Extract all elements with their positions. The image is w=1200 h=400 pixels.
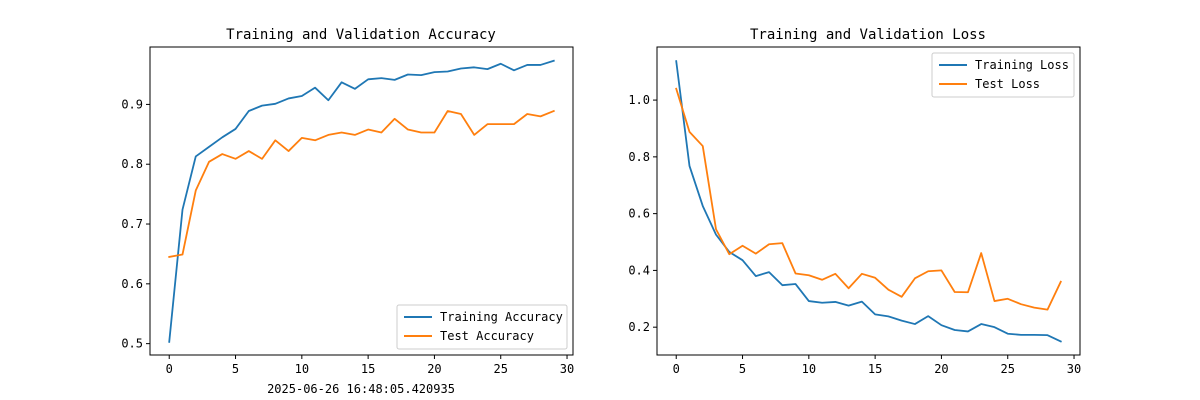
accuracy-xtick-label: 30 xyxy=(560,362,574,376)
accuracy-legend-box xyxy=(396,304,568,350)
accuracy-ytick-label: 0.8 xyxy=(121,157,143,171)
loss-ytick-label: 0.4 xyxy=(628,263,650,277)
accuracy-ytick-label: 0.9 xyxy=(121,97,143,111)
timestamp-footer: 2025-06-26 16:48:05.420935 xyxy=(267,382,455,396)
accuracy-ytick-label: 0.5 xyxy=(121,337,143,351)
loss-xtick-label: 0 xyxy=(673,362,680,376)
loss-xtick-label: 25 xyxy=(1001,362,1015,376)
loss-legend-box xyxy=(931,52,1075,98)
loss-ytick-label: 1.0 xyxy=(628,93,650,107)
loss-ytick-label: 0.2 xyxy=(628,320,650,334)
loss-series-line-test xyxy=(675,87,1062,311)
accuracy-xtick-label: 25 xyxy=(494,362,508,376)
loss-ytick-label: 0.8 xyxy=(628,150,650,164)
accuracy-xtick-label: 0 xyxy=(166,362,173,376)
loss-xtick-label: 5 xyxy=(739,362,746,376)
loss-xtick-label: 20 xyxy=(934,362,948,376)
accuracy-chart-legend: Training Accuracy Test Accuracy xyxy=(396,304,568,350)
accuracy-legend-label-training: Training Accuracy xyxy=(440,310,563,324)
accuracy-xtick-label: 15 xyxy=(361,362,375,376)
accuracy-chart: Training and Validation Accuracy 0 5 10 15 2… xyxy=(121,27,574,376)
accuracy-chart-title: Training and Validation Accuracy xyxy=(226,27,496,43)
loss-chart-frame xyxy=(656,46,1081,356)
loss-chart-marks: 0 5 10 15 20 25 30 0.2 0.4 0.6 0.8 1.0 xyxy=(628,60,1081,376)
loss-legend-label-training: Training Loss xyxy=(975,58,1069,72)
accuracy-ytick-label: 0.7 xyxy=(121,217,143,231)
accuracy-xtick-label: 5 xyxy=(232,362,239,376)
accuracy-series-line-test xyxy=(168,109,555,258)
loss-chart-title: Training and Validation Loss xyxy=(750,27,986,43)
loss-ytick-label: 0.6 xyxy=(628,207,650,221)
accuracy-xtick-label: 10 xyxy=(295,362,309,376)
accuracy-series-line-training xyxy=(168,59,555,343)
accuracy-chart-marks: 0 5 10 15 20 25 30 0.5 0.6 0.7 0.8 0.9 xyxy=(121,59,574,376)
loss-chart: Training and Validation Loss 0 5 10 15 20 25 3… xyxy=(628,27,1081,376)
loss-xtick-label: 30 xyxy=(1067,362,1081,376)
loss-xtick-label: 10 xyxy=(802,362,816,376)
accuracy-xtick-label: 20 xyxy=(427,362,441,376)
accuracy-chart-frame xyxy=(149,46,574,356)
accuracy-legend-label-test: Test Accuracy xyxy=(440,329,534,343)
accuracy-ytick-label: 0.6 xyxy=(121,277,143,291)
loss-legend-label-test: Test Loss xyxy=(975,77,1040,91)
loss-xtick-label: 15 xyxy=(868,362,882,376)
loss-series-line-training xyxy=(675,60,1062,343)
loss-chart-legend: Training Loss Test Loss xyxy=(931,52,1075,98)
